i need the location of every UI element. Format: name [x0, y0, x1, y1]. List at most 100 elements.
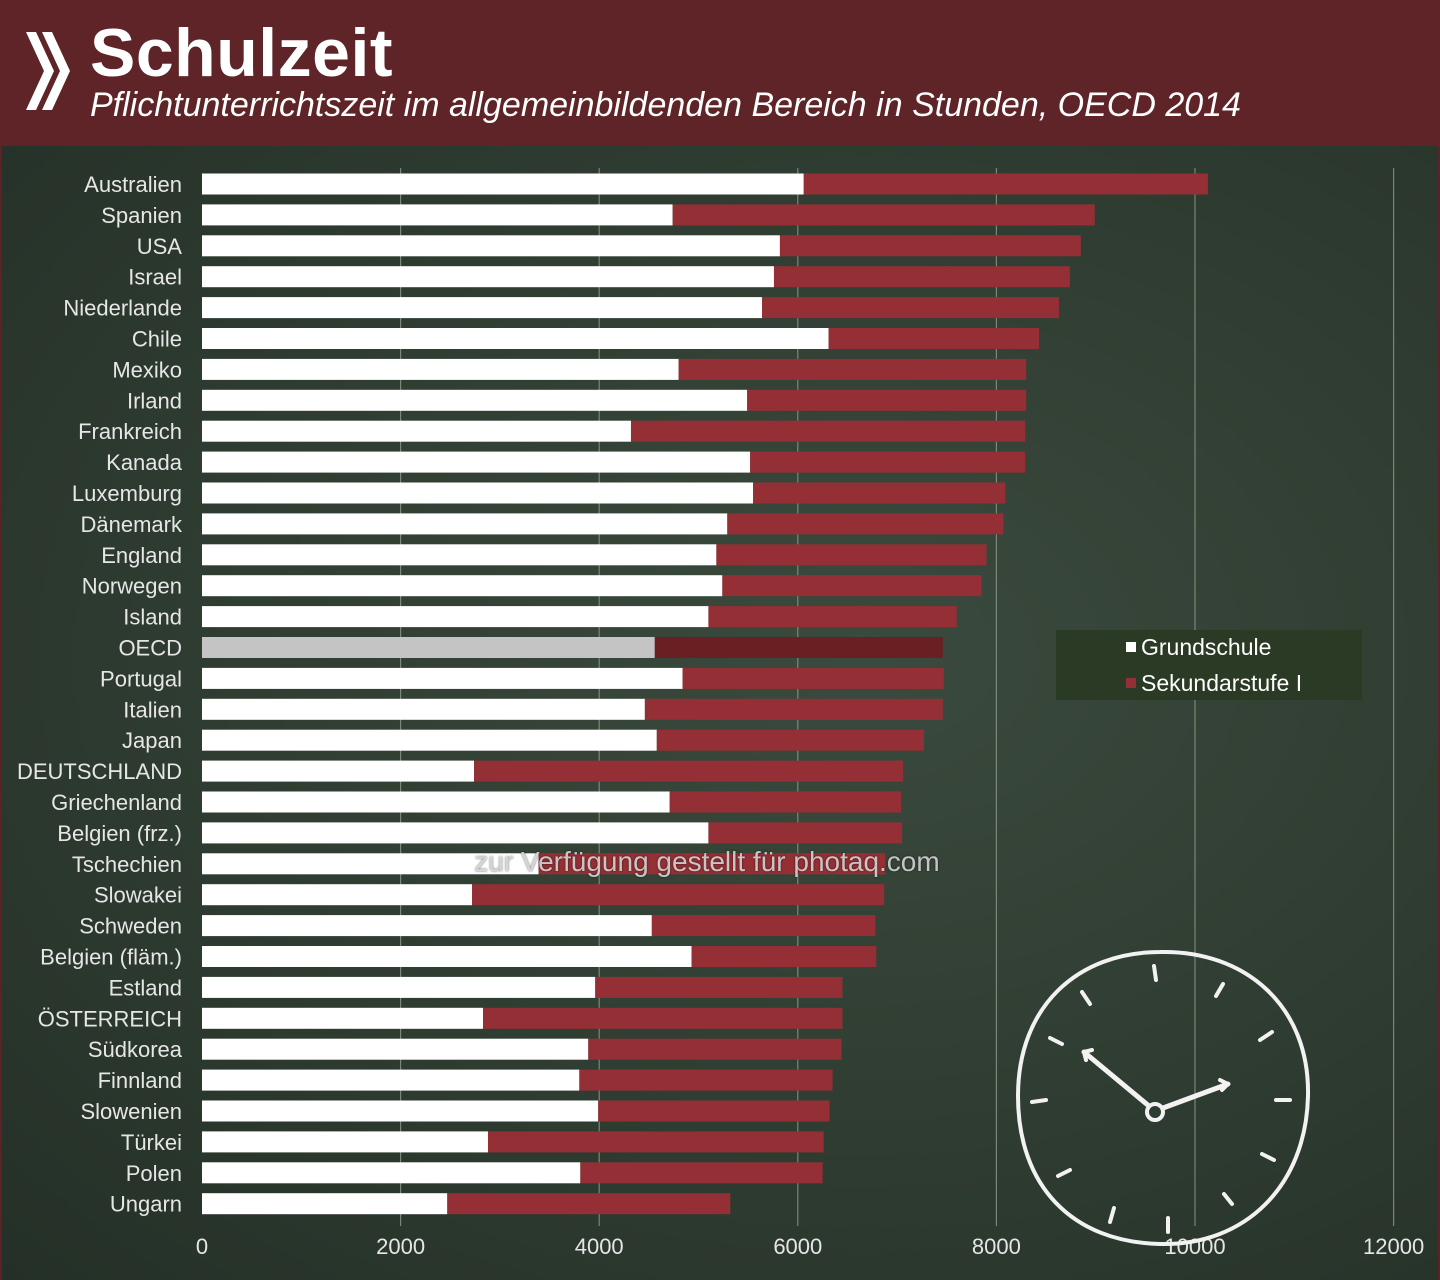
- bar-primary: [202, 544, 717, 566]
- bar-secondary: [773, 266, 1070, 288]
- bar-secondary: [483, 1007, 843, 1029]
- category-label: Island: [123, 605, 182, 630]
- category-label: USA: [137, 234, 183, 259]
- bar-primary: [202, 235, 780, 257]
- bar-primary: [202, 1131, 488, 1153]
- category-label: Estland: [109, 975, 182, 1000]
- category-label: Griechenland: [51, 790, 182, 815]
- legend: Grundschule Sekundarstufe I: [1056, 630, 1362, 700]
- bar-secondary: [651, 915, 876, 937]
- bar-secondary: [762, 297, 1059, 319]
- bar-secondary: [727, 513, 1004, 535]
- bar-primary: [202, 976, 596, 998]
- bar-secondary: [474, 760, 904, 782]
- bar-primary: [202, 915, 652, 937]
- category-label: England: [101, 543, 182, 568]
- bar-secondary: [654, 637, 943, 658]
- bar-primary: [202, 389, 748, 411]
- category-label: DEUTSCHLAND: [17, 759, 182, 784]
- legend-label-primary: Grundschule: [1141, 633, 1272, 660]
- x-tick-label: 8000: [972, 1234, 1021, 1259]
- bar-secondary: [716, 544, 987, 566]
- bar-primary: [202, 297, 763, 319]
- category-label: Slowakei: [94, 883, 182, 908]
- bar-chart: 0 2000 4000 6000 8000 10000 12000 Australien Spa…: [17, 168, 1424, 1259]
- bar-primary: [202, 1193, 448, 1215]
- bar-secondary: [828, 328, 1040, 349]
- page-title: Schulzeit: [90, 15, 393, 91]
- category-label: Kanada: [106, 450, 183, 475]
- bar-primary: [202, 822, 709, 844]
- bar-secondary: [708, 606, 957, 628]
- category-label: ÖSTERREICH: [38, 1006, 182, 1031]
- category-label: Türkei: [121, 1130, 182, 1155]
- bar-secondary: [630, 420, 1026, 442]
- bar-primary: [202, 1162, 581, 1184]
- category-label: Italien: [123, 697, 182, 722]
- bar-secondary: [691, 946, 877, 967]
- page-subtitle: Pflichtunterrichtszeit im allgemeinbilde…: [90, 86, 1241, 124]
- bar-primary: [202, 575, 723, 597]
- bar-secondary: [588, 1038, 842, 1060]
- bar-primary: [202, 698, 645, 720]
- bar-primary: [202, 791, 670, 813]
- category-label: Dänemark: [81, 512, 183, 537]
- bar-primary: [202, 637, 655, 658]
- bar-secondary: [722, 575, 982, 597]
- bar-secondary: [682, 667, 944, 689]
- x-tick-label: 0: [196, 1234, 208, 1259]
- bar-secondary: [803, 173, 1208, 195]
- x-tick-label: 12000: [1363, 1234, 1424, 1259]
- bar-primary: [202, 667, 683, 689]
- category-label: Frankreich: [78, 419, 182, 444]
- bar-secondary: [747, 389, 1027, 411]
- category-label: Polen: [126, 1161, 182, 1186]
- bar-primary: [202, 946, 692, 967]
- bar-primary: [202, 729, 657, 751]
- x-tick-label: 2000: [376, 1234, 425, 1259]
- bar-primary: [202, 173, 804, 195]
- category-label: Norwegen: [82, 574, 182, 599]
- bar-secondary: [656, 729, 924, 751]
- bar-secondary: [595, 976, 843, 998]
- bar-primary: [202, 513, 728, 535]
- category-label: Belgien (frz.): [57, 821, 182, 846]
- category-label: Belgien (fläm.): [40, 945, 182, 970]
- category-label: Spanien: [101, 203, 182, 228]
- x-tick-label: 4000: [575, 1234, 624, 1259]
- bar-primary: [202, 420, 631, 442]
- bar-primary: [202, 482, 754, 504]
- bar-secondary: [750, 451, 1026, 473]
- chart-area: 0 2000 4000 6000 8000 10000 12000 Australien Spa…: [2, 146, 1438, 1280]
- category-label: Finnland: [98, 1068, 182, 1093]
- bar-primary: [202, 884, 473, 906]
- legend-swatch-primary: [1126, 642, 1136, 652]
- x-tick-label: 10000: [1164, 1234, 1225, 1259]
- legend-label-secondary: Sekundarstufe I: [1141, 669, 1303, 696]
- category-label: Israel: [128, 265, 182, 290]
- legend-swatch-secondary: [1126, 678, 1136, 688]
- bar-secondary: [487, 1131, 824, 1153]
- bar-primary: [202, 1100, 599, 1122]
- legend-item-secondary: Sekundarstufe I: [1056, 668, 1302, 698]
- category-label: Südkorea: [88, 1037, 183, 1062]
- bar-secondary: [579, 1069, 833, 1091]
- category-label: Irland: [127, 388, 182, 413]
- bar-primary: [202, 760, 475, 782]
- category-label: Mexiko: [112, 357, 182, 382]
- clock-icon: [1015, 949, 1311, 1247]
- bar-primary: [202, 358, 679, 380]
- bar-primary: [202, 1038, 589, 1060]
- bar-primary: [202, 204, 673, 226]
- bar-primary: [202, 328, 829, 349]
- bar-secondary: [538, 853, 886, 875]
- bar-primary: [202, 853, 539, 875]
- bar-secondary: [708, 822, 903, 844]
- category-label: Slowenien: [80, 1099, 182, 1124]
- legend-item-primary: Grundschule: [1056, 632, 1271, 662]
- chevron-right-icon: [26, 32, 70, 110]
- bar-secondary: [644, 698, 943, 720]
- bar-primary: [202, 1069, 580, 1091]
- bar-primary: [202, 266, 774, 288]
